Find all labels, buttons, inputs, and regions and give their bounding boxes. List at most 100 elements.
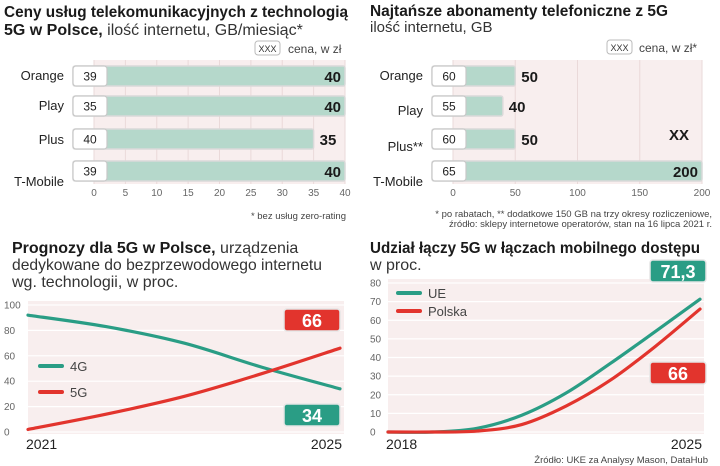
y-tick-label: 20 [370, 390, 382, 401]
y-tick-label: 60 [370, 316, 382, 327]
y-tick-label: 80 [4, 326, 16, 337]
y-tick-label: 80 [370, 279, 382, 290]
price-label: 55 [442, 100, 456, 114]
x-tick-label: 15 [183, 188, 195, 199]
category-label: Orange [21, 68, 64, 83]
legend-label: 5G [70, 385, 87, 400]
legend-label: Polska [428, 304, 468, 319]
value-label: 50 [521, 69, 538, 86]
y-tick-label: 40 [4, 377, 16, 388]
bar [72, 128, 315, 150]
value-label: 50 [521, 132, 538, 149]
chart3-title-line1: Prognozy dla 5G w Polsce, urządzenia [12, 240, 298, 257]
price-box [72, 160, 108, 182]
price-box [431, 128, 467, 150]
x-tick-label: 100 [569, 188, 586, 199]
chart4-source: Źródło: UKE za Analysy Mason, DataHub [534, 455, 708, 466]
chart1-legend-label: cena, w zł [288, 42, 342, 56]
chart3-title: Prognozy dla 5G w Polsce, [12, 240, 216, 257]
chart2-plot: 0 50 100 150 200 Orange 60 50 Play 55 40 Plus** 60 50… [373, 60, 711, 199]
x-tick-label: 10 [151, 188, 163, 199]
end-value-label: 34 [302, 406, 322, 426]
chart2-legend-box-text: XXX [610, 43, 628, 53]
chart3-subtitle-2: dedykowane do bezprzewodowego internetu [12, 257, 322, 274]
price-label: 40 [83, 133, 97, 147]
x-tick-label: 150 [631, 188, 648, 199]
y-tick-label: 100 [4, 301, 21, 312]
value-label: 40 [509, 99, 526, 116]
x-tick-label: 5 [123, 188, 129, 199]
legend-label: 4G [70, 359, 87, 374]
end-value-box [649, 259, 707, 283]
series-line-Polska [386, 307, 702, 434]
legend-label: UE [428, 286, 446, 301]
chart1-title-bold2: 5G w Polsce, [4, 22, 103, 39]
x-tick-label: 40 [339, 188, 351, 199]
end-value-label: 66 [668, 364, 688, 384]
value-label: 40 [324, 164, 341, 181]
y-tick-label: 40 [370, 353, 382, 364]
category-label: T-Mobile [14, 174, 64, 189]
category-label: Orange [380, 68, 423, 83]
chart2-subtitle: ilość internetu, GB [370, 19, 493, 36]
plot-background [388, 279, 704, 434]
price-box [431, 65, 467, 87]
price-label: 35 [83, 100, 97, 114]
x-tick-label: 35 [308, 188, 320, 199]
x-tick-label: 20 [214, 188, 226, 199]
chart1-legend-box-text: XXX [258, 44, 276, 54]
y-tick-label: 50 [370, 334, 382, 345]
x-tick-label: 2021 [26, 436, 57, 452]
price-box [431, 160, 467, 182]
chart1-title-line2: 5G w Polsce, ilość internetu, GB/miesiąc… [4, 22, 303, 39]
x-tick-label: 2025 [311, 436, 342, 452]
price-box [431, 95, 467, 117]
chart2-footnote-1: * po rabatach, ** dodatkowe 150 GB na tr… [435, 209, 712, 220]
end-value-box [283, 403, 341, 427]
chart2-title: Najtańsze abonamenty telefoniczne z 5G [370, 3, 668, 20]
y-tick-label: 0 [4, 428, 10, 439]
x-tick-label: 50 [510, 188, 522, 199]
y-tick-label: 60 [4, 351, 16, 362]
end-value-label: 71,3 [660, 262, 695, 282]
chart1-title: Ceny usług telekomunikacyjnych z technol… [4, 4, 348, 21]
value-label: 200 [673, 164, 698, 181]
y-tick-label: 20 [4, 402, 16, 413]
price-label: 60 [442, 70, 456, 84]
x-tick-label: 200 [694, 188, 711, 199]
x-tick-label: 25 [245, 188, 257, 199]
price-label: 65 [442, 165, 456, 179]
chart1-subtitle: ilość internetu, GB/miesiąc* [103, 22, 303, 39]
chart4-subtitle: w proc. [369, 257, 422, 274]
chart1-footnote: * bez usług zero-rating [251, 211, 346, 222]
price-label: 39 [83, 165, 97, 179]
x-tick-label: 2018 [386, 436, 417, 452]
end-value-box [649, 361, 707, 385]
x-tick-label: 30 [277, 188, 289, 199]
y-tick-label: 70 [370, 297, 382, 308]
chart1-legend-box [254, 40, 281, 56]
category-label: Plus [39, 132, 65, 147]
value-label: 40 [324, 99, 341, 116]
chart3-subtitle-3: wg. technologii, w proc. [11, 274, 178, 291]
end-value-label: 66 [302, 311, 322, 331]
x-tick-label: 0 [450, 188, 456, 199]
chart3-subtitle-1: urządzenia [216, 240, 299, 257]
y-tick-label: 10 [370, 409, 382, 420]
price-box [72, 65, 108, 87]
category-label: Plus** [388, 139, 423, 154]
end-value-box [283, 308, 341, 332]
y-tick-label: 30 [370, 372, 382, 383]
price-label: 39 [83, 70, 97, 84]
category-label: T-Mobile [373, 174, 423, 189]
chart4-title: Udział łączy 5G w łączach mobilnego dost… [370, 240, 700, 257]
price-box [72, 128, 108, 150]
bar [72, 160, 346, 182]
value-label: 35 [320, 132, 337, 149]
bar [72, 65, 346, 87]
chart4-plot: 0 10 20 30 40 50 60 70 80 2018 2025 UE 71,3 Polska 66 [370, 259, 707, 452]
chart2-legend-box [606, 39, 633, 55]
chart3-plot: 0 20 40 60 80 100 2021 2025 4G 34 5G 66 [4, 301, 344, 452]
chart1-plot: 0 5 10 15 20 25 30 35 40 Orange 39 40 Play 35 40 Plus 40… [14, 60, 351, 199]
